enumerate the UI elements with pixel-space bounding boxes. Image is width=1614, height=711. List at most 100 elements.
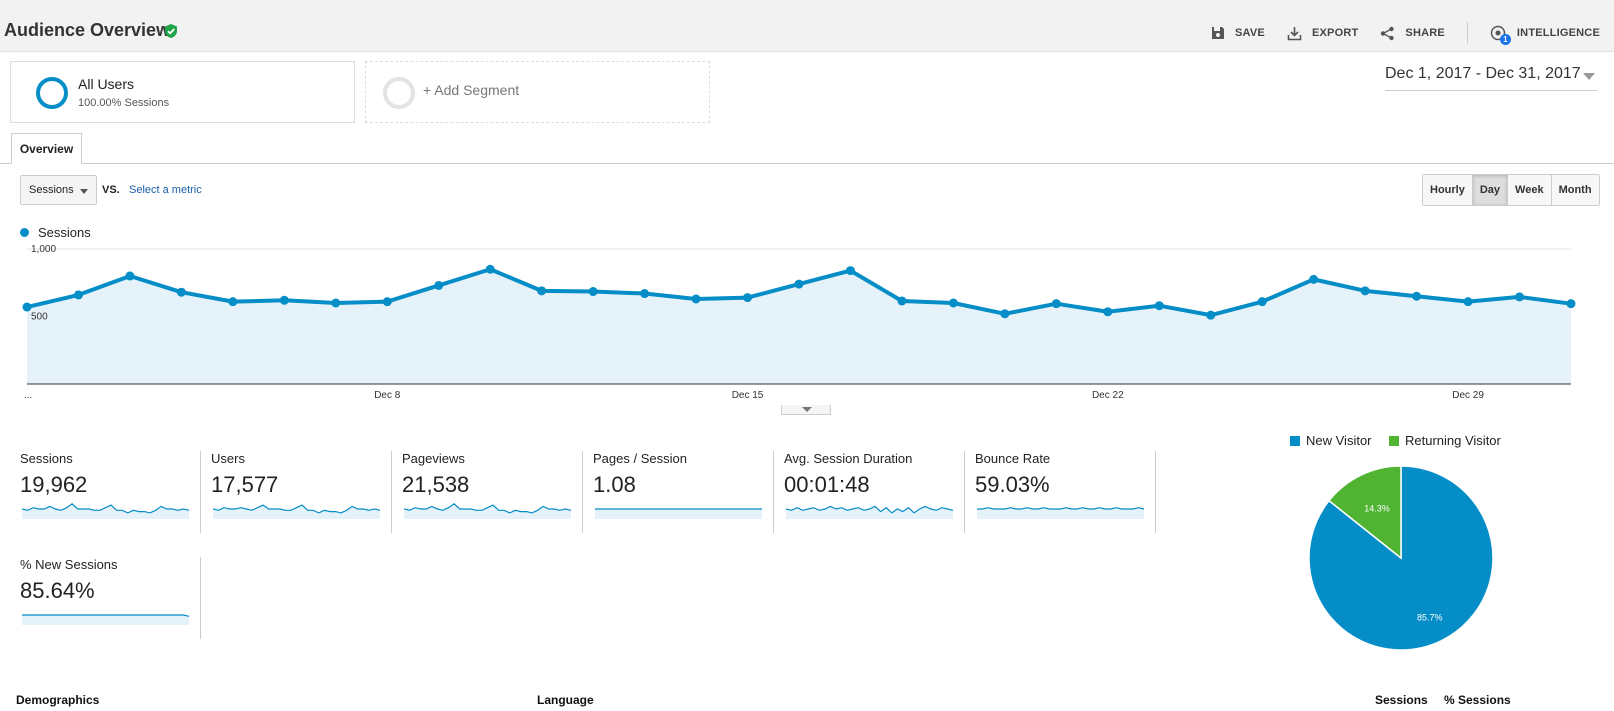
sessions-point[interactable] [588,287,598,297]
scorecard[interactable]: % New Sessions 85.64% [20,557,198,642]
legend-square-new [1290,435,1300,446]
language-heading: Language [537,693,594,707]
sessions-point[interactable] [1463,297,1473,307]
pie-legend-new: New Visitor [1290,433,1372,448]
actions-divider [1466,22,1468,44]
scorecard-label: Users [211,451,245,466]
sessions-point[interactable] [743,293,753,303]
sessions-point[interactable] [1051,299,1061,309]
share-icon [1381,26,1395,40]
sessions-point[interactable] [1103,307,1113,317]
sparkline [22,503,190,519]
granularity-toggle: Hourly Day Week Month [1422,174,1600,206]
granularity-week[interactable]: Week [1507,175,1551,205]
granularity-month[interactable]: Month [1550,175,1599,205]
sessions-point[interactable] [22,302,32,312]
export-button[interactable]: EXPORT [1287,26,1358,41]
add-segment-button[interactable]: + Add Segment [365,61,710,123]
export-icon [1287,26,1302,40]
sessions-point[interactable] [279,295,289,305]
sessions-point[interactable] [640,289,650,299]
pie-legend-returning-label: Returning Visitor [1405,433,1501,448]
date-range-label: Dec 1, 2017 - Dec 31, 2017 [1385,65,1581,82]
intelligence-button[interactable]: 1 INTELLIGENCE [1490,25,1600,45]
chart-collapse-toggle[interactable] [781,405,831,415]
sparkline-area [786,506,953,519]
sparkline-line [404,503,572,514]
sessions-point[interactable] [176,287,186,297]
sparkline [786,505,954,519]
scorecard-divider [964,451,965,533]
sessions-point[interactable] [331,298,341,308]
verified-shield-icon [165,24,177,38]
pie-legend-new-label: New Visitor [1306,433,1372,448]
metric-dropdown-value: Sessions [29,184,74,196]
sessions-point[interactable] [1515,292,1525,302]
save-button[interactable]: SAVE [1211,26,1265,40]
metric-dropdown[interactable]: Sessions [20,175,97,205]
sparkline-line [213,504,381,514]
chevron-down-icon [1583,73,1595,80]
legend-dot [20,228,29,237]
share-button[interactable]: SHARE [1380,26,1445,41]
y-tick-label: 500 [31,312,48,323]
sparkline-line [786,505,954,514]
sessions-point[interactable] [691,294,701,304]
scorecard-label: Pageviews [402,451,465,466]
scorecard-divider [391,451,392,533]
segment-all-users[interactable]: All Users 100.00% Sessions [10,61,355,123]
sessions-point[interactable] [845,266,855,276]
granularity-day[interactable]: Day [1471,175,1508,205]
sessions-point[interactable] [1309,274,1319,284]
sessions-point[interactable] [382,297,392,307]
intelligence-icon [1490,25,1506,40]
intelligence-badge: 1 [1499,33,1511,45]
sessions-point[interactable] [948,298,958,308]
sessions-point[interactable] [1154,301,1164,311]
scorecard-divider [582,451,583,533]
scorecard[interactable]: Avg. Session Duration 00:01:48 [784,451,962,536]
scorecard-divider [200,451,201,533]
sessions-point[interactable] [1360,286,1370,296]
granularity-hourly[interactable]: Hourly [1423,175,1472,205]
sessions-point[interactable] [1000,309,1010,319]
sessions-point[interactable] [434,280,444,290]
sessions-point[interactable] [228,297,238,307]
sessions-column-header: Sessions [1375,693,1428,707]
scorecard[interactable]: Users 17,577 [211,451,389,536]
sessions-point[interactable] [1257,297,1267,307]
sessions-point[interactable] [897,296,907,306]
sessions-point[interactable] [1206,310,1216,320]
pie-slice-label: 85.7% [1417,613,1443,623]
x-tick-label: ... [24,390,32,401]
vs-label: VS. [102,184,120,196]
sessions-point[interactable] [1566,299,1576,309]
scorecard-label: % New Sessions [20,557,118,572]
scorecard-value: 21,538 [402,472,470,497]
scorecard-label: Pages / Session [593,451,687,466]
sessions-point[interactable] [1412,291,1422,301]
tab-overview[interactable]: Overview [11,133,82,164]
scorecard[interactable]: Bounce Rate 59.03% [975,451,1153,536]
date-range-picker[interactable]: Dec 1, 2017 - Dec 31, 2017 [1385,65,1597,91]
scorecard[interactable]: Sessions 19,962 [20,451,198,536]
scorecard[interactable]: Pages / Session 1.08 [593,451,771,536]
save-label: SAVE [1235,27,1265,39]
pie-slice-label: 14.3% [1364,503,1390,513]
page-title: Audience Overview [4,20,171,40]
x-tick-label: Dec 22 [1092,390,1124,401]
scorecard-divider [773,451,774,533]
sessions-point[interactable] [794,279,804,289]
select-metric-link[interactable]: Select a metric [129,184,202,196]
scorecard[interactable]: Pageviews 21,538 [402,451,580,536]
scorecard-value: 00:01:48 [784,472,870,497]
scorecard-label: Sessions [20,451,73,466]
sessions-point[interactable] [485,264,495,274]
x-tick-label: Dec 8 [374,390,401,401]
sessions-point[interactable] [73,290,83,300]
x-tick-label: Dec 29 [1452,390,1484,401]
sessions-point[interactable] [125,271,135,281]
sessions-point[interactable] [537,286,547,296]
pie-slice-returning-visitor[interactable] [1327,465,1402,560]
x-tick-label: Dec 15 [732,390,764,401]
